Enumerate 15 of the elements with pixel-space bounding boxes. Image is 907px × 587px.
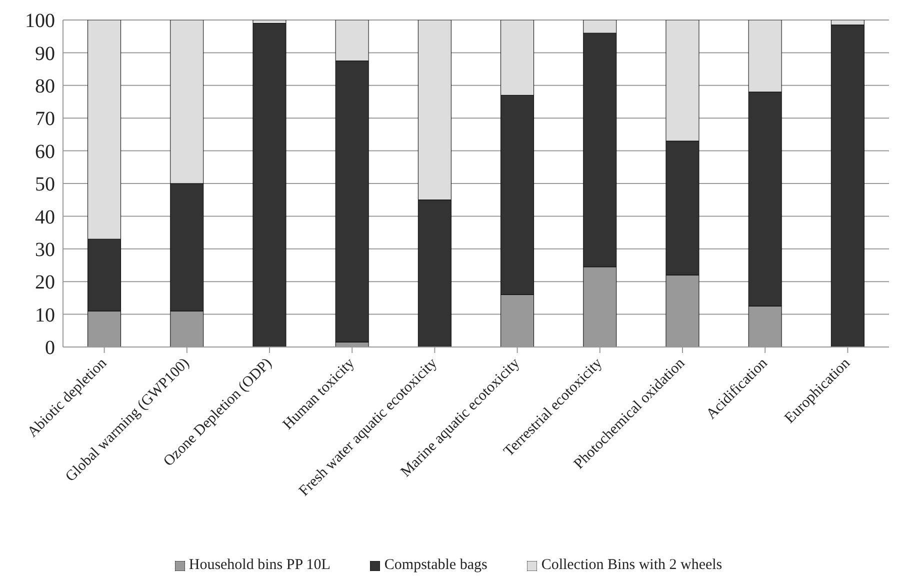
bar (252, 23, 286, 347)
y-tick-label: 90 (35, 42, 55, 65)
y-tick-label: 20 (35, 272, 55, 294)
y-tick-label: 100 (25, 10, 55, 32)
y-tick-label: 60 (35, 140, 55, 163)
y-tick-label: 10 (35, 304, 55, 326)
legend-label: Compstable bags (384, 557, 488, 574)
y-tick-label: 80 (35, 76, 55, 98)
y-tick-label: 0 (45, 337, 55, 360)
legend-label: Household bins PP 10L (188, 557, 330, 574)
legend-label: Collection Bins with 2 wheels (541, 557, 722, 574)
y-tick-label: 50 (35, 174, 55, 196)
y-tick-label: 70 (35, 108, 55, 130)
y-tick-label: 30 (35, 239, 55, 261)
y-tick-label: 40 (35, 206, 55, 228)
